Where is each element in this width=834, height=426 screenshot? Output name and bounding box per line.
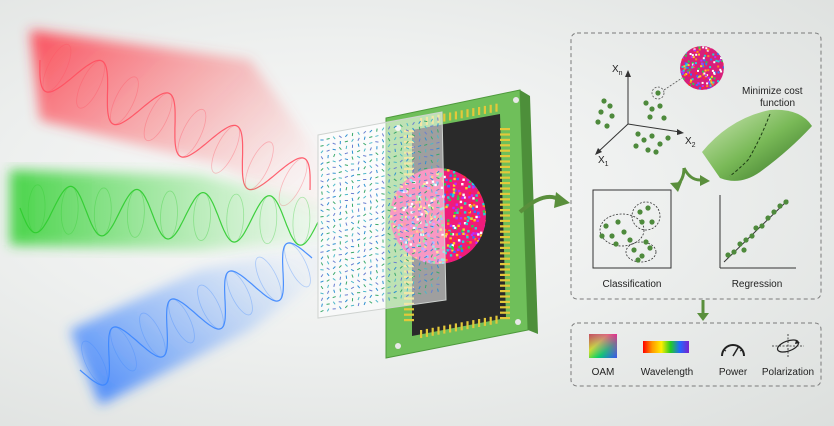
regression-axes xyxy=(719,195,796,269)
feature-space-axes xyxy=(595,70,684,155)
output-label-wavelength: Wavelength xyxy=(641,367,693,378)
output-panel xyxy=(570,322,822,387)
classification-point xyxy=(599,233,605,239)
feature-point xyxy=(649,106,655,112)
axis-label-xn: Xn xyxy=(612,64,623,77)
feature-point xyxy=(609,113,615,119)
metasurface-plate xyxy=(317,111,447,319)
axis-label-x2: X2 xyxy=(685,136,696,149)
board-screw xyxy=(513,97,519,103)
output-label-power: Power xyxy=(719,367,748,378)
classification-point xyxy=(627,237,633,243)
green-beam xyxy=(10,170,330,250)
feature-point xyxy=(657,141,663,147)
annotation-line-2: function xyxy=(760,98,795,109)
selected-point-ring xyxy=(651,86,665,100)
feature-point xyxy=(633,143,639,149)
blue-beam xyxy=(70,242,330,405)
down-arrow-head xyxy=(697,313,709,321)
classification-points xyxy=(599,205,655,263)
board-screw xyxy=(395,343,401,349)
power-gauge-icon xyxy=(721,344,745,357)
feature-point xyxy=(649,133,655,139)
classification-point xyxy=(637,209,643,215)
feature-point xyxy=(647,114,653,120)
feature-point xyxy=(604,123,610,129)
flow-arrow-head xyxy=(554,192,570,208)
cost-surface xyxy=(702,109,812,181)
blue-helical-wave xyxy=(79,242,313,386)
classification-point xyxy=(643,239,649,245)
output-label-oam: OAM xyxy=(592,367,615,378)
meta-atoms xyxy=(320,117,440,313)
feature-points xyxy=(595,90,671,155)
feature-point xyxy=(653,149,659,155)
classification-point xyxy=(615,219,621,225)
board-screw xyxy=(515,319,521,325)
classification-point xyxy=(649,219,655,225)
regression-point xyxy=(753,225,759,231)
feature-point xyxy=(607,103,613,109)
regression-point xyxy=(749,233,755,239)
classification-point xyxy=(639,219,645,225)
regression-point xyxy=(743,237,749,243)
regression-point xyxy=(771,209,777,215)
sample-speckle-disc xyxy=(680,46,724,90)
zoom-leader xyxy=(663,77,683,91)
ml-panel xyxy=(570,32,822,300)
feature-point xyxy=(661,115,667,121)
feature-point xyxy=(657,103,663,109)
classification-point xyxy=(631,247,637,253)
regression-points xyxy=(725,199,789,258)
green-helical-wave xyxy=(19,184,319,246)
feature-point xyxy=(595,119,601,125)
classification-point xyxy=(613,241,619,247)
feature-point xyxy=(641,137,647,143)
classification-point xyxy=(609,233,615,239)
feature-point xyxy=(655,90,661,96)
fork-arrow-head xyxy=(670,182,682,192)
regression-point xyxy=(765,215,771,221)
regression-point xyxy=(731,249,737,255)
oam-color-square-icon xyxy=(589,334,617,358)
classification-box xyxy=(592,189,672,269)
feature-point xyxy=(598,109,604,115)
regression-label: Regression xyxy=(732,279,783,290)
regression-point xyxy=(777,203,783,209)
classification-point xyxy=(645,205,651,211)
regression-point xyxy=(759,223,765,229)
classification-point xyxy=(647,245,653,251)
annotation-line-1: Minimize cost xyxy=(742,86,803,97)
feature-point xyxy=(643,100,649,106)
feature-point xyxy=(665,135,671,141)
cluster-boundaries xyxy=(599,201,661,263)
classification-label: Classification xyxy=(603,279,662,290)
regression-point xyxy=(725,252,731,258)
classification-point xyxy=(639,253,645,259)
polarization-ellipse-icon xyxy=(772,334,804,358)
classification-point xyxy=(621,229,627,235)
classification-point xyxy=(635,257,641,263)
regression-point xyxy=(741,247,747,253)
regression-point xyxy=(783,199,789,205)
feature-point xyxy=(601,98,607,104)
wavelength-spectrum-icon xyxy=(643,341,689,353)
axis-label-x1: X1 xyxy=(598,155,609,168)
feature-point xyxy=(645,147,651,153)
classification-point xyxy=(603,223,609,229)
output-label-polarization: Polarization xyxy=(762,367,814,378)
regression-point xyxy=(737,241,743,247)
fork-arrow-head xyxy=(700,175,710,186)
feature-point xyxy=(635,131,641,137)
